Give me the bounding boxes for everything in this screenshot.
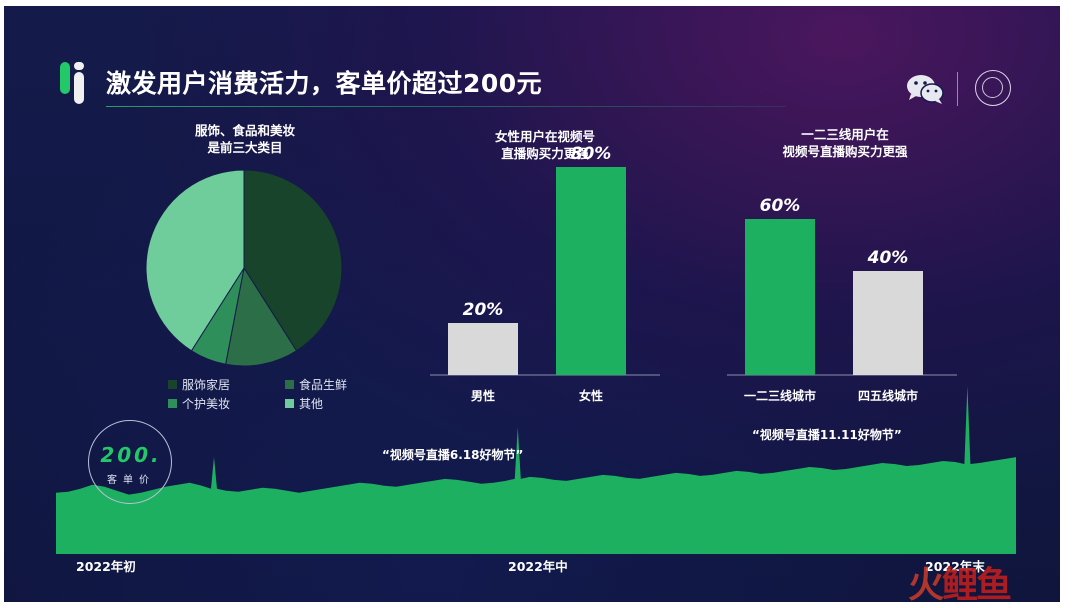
price-value: 200. (100, 443, 162, 467)
pie-caption-line1: 服饰、食品和美妆 (194, 123, 295, 138)
pie-chart (145, 169, 343, 367)
timeline-end-label: 2022年末 (925, 559, 985, 574)
timeline-start-label: 2022年初 (76, 559, 136, 574)
legend-item-1: 食品生鲜 (285, 376, 347, 393)
price-label: 客单价 (107, 475, 155, 486)
city-value-label-0: 60% (760, 196, 801, 216)
city-bar-0 (745, 219, 815, 375)
city-caption-line1: 一二三线用户在 (801, 127, 889, 142)
sales-trend-area-chart (56, 385, 1016, 554)
watermark-logo: 火鲤鱼 (908, 556, 1012, 608)
trend-area (56, 385, 1016, 554)
city-category-label-0: 一二三线城市 (744, 388, 816, 403)
frame-bottom (0, 602, 1080, 608)
city-chart-caption: 一二三线用户在 视频号直播购买力更强 (765, 126, 925, 160)
gender-caption-line2: 直播购买力更强 (501, 146, 589, 161)
annotation-618: “视频号直播6.18好物节” (382, 448, 524, 462)
gender-value-label-1: 80% (571, 144, 612, 164)
city-category-label-1: 四五线城市 (858, 388, 918, 403)
frame-right (1060, 0, 1080, 608)
gender-chart-caption: 女性用户在视频号 直播购买力更强 (470, 128, 620, 162)
price-badge: 200. 客单价 (88, 420, 172, 504)
pie-caption-line2: 是前三大类目 (207, 140, 283, 155)
legend-label-2: 个护美妆 (182, 397, 231, 411)
title-underline (106, 106, 786, 107)
watermark-part2: 鲤鱼 (942, 565, 1012, 606)
watermark-part1: 火 (908, 565, 944, 606)
gender-category-label-0: 男性 (471, 388, 495, 403)
city-bar-chart: 60% 一二三线城市 40% 四五线城市 (727, 196, 957, 403)
legend-item-0: 服饰家居 (168, 376, 230, 393)
city-caption-line2: 视频号直播购买力更强 (782, 144, 908, 159)
annotation-1111: “视频号直播11.11好物节” (752, 428, 902, 442)
legend-swatch-3 (285, 399, 294, 408)
legend-item-3: 其他 (285, 395, 323, 412)
legend-item-2: 个护美妆 (168, 395, 230, 412)
legend-label-3: 其他 (299, 397, 324, 411)
frame-top (0, 0, 1080, 6)
brand-separator (957, 72, 958, 106)
logo-icon-dot (74, 62, 84, 70)
gender-caption-line1: 女性用户在视频号 (494, 129, 595, 144)
legend-label-1: 食品生鲜 (299, 378, 348, 392)
legend-label-0: 服饰家居 (182, 378, 231, 392)
wechat-icon (907, 75, 944, 104)
pie-caption: 服饰、食品和美妆 是前三大类目 (170, 122, 320, 156)
pie-slice-1 (225, 266, 298, 367)
logo-icon (60, 62, 70, 94)
city-bar-1 (853, 271, 923, 375)
pie-slice-3 (145, 169, 245, 352)
brand-seal-icon (975, 70, 1011, 106)
page-title: 激发用户消费活力，客单价超过200元 (106, 69, 543, 98)
gender-bar-chart: 20% 男性 80% 女性 (430, 144, 660, 403)
gender-bar-1 (556, 167, 626, 375)
frame-left (0, 0, 4, 608)
legend-swatch-0 (168, 380, 177, 389)
logo-icon-bar (74, 72, 84, 104)
gender-bar-0 (448, 323, 518, 375)
legend-swatch-2 (168, 399, 177, 408)
gender-category-label-1: 女性 (579, 388, 603, 403)
legend-swatch-1 (285, 380, 294, 389)
pie-slice-0 (243, 169, 343, 352)
city-value-label-1: 40% (867, 248, 909, 268)
gender-value-label-0: 20% (463, 300, 504, 320)
timeline-mid-label: 2022年中 (508, 559, 568, 574)
